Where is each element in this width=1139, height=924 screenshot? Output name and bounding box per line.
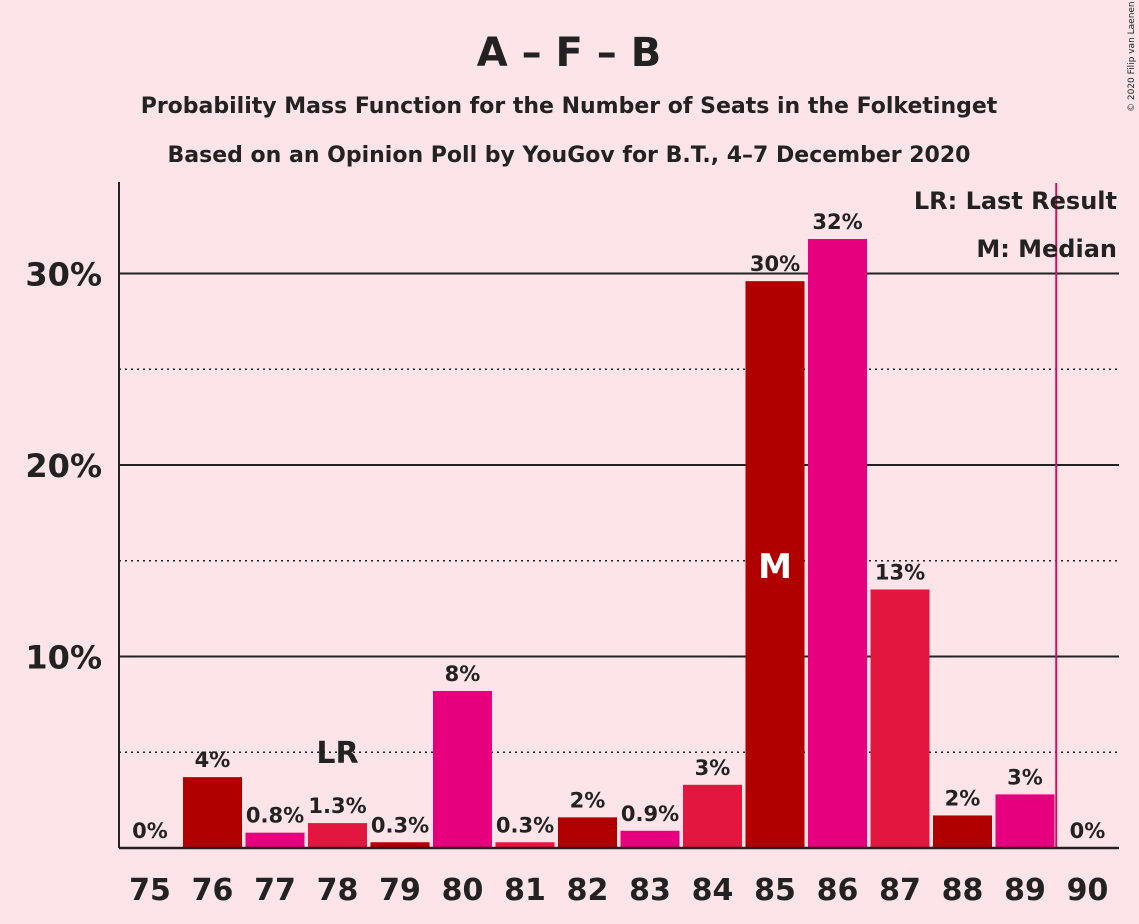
last-result-marker: LR [316, 736, 358, 771]
bar-88 [933, 815, 992, 848]
bars [183, 239, 1055, 848]
bar-76 [183, 777, 242, 848]
x-tick-label-85: 85 [754, 873, 796, 908]
bar-84 [683, 784, 742, 848]
x-tick-label-90: 90 [1067, 873, 1109, 908]
x-tick-label-80: 80 [442, 873, 484, 908]
bar-value-label-77: 0.8% [246, 804, 304, 828]
x-tick-label-82: 82 [567, 873, 609, 908]
y-tick-label-20: 20% [25, 447, 102, 485]
x-tick-label-79: 79 [379, 873, 421, 908]
x-tick-label-87: 87 [879, 873, 921, 908]
legend-median: M: Median [976, 235, 1117, 263]
bar-83 [620, 830, 680, 848]
bar-78 [308, 823, 367, 848]
bar-value-label-78: 1.3% [308, 794, 366, 818]
chart-subtitle-1: Probability Mass Function for the Number… [141, 94, 998, 119]
chart-title: A – F – B [477, 30, 661, 76]
legend-last-result: LR: Last Result [914, 187, 1117, 215]
x-tick-label-81: 81 [504, 873, 546, 908]
x-tick-label-83: 83 [629, 873, 671, 908]
bar-value-label-75: 0% [132, 819, 168, 843]
bar-value-label-88: 2% [945, 786, 981, 810]
x-tick-label-77: 77 [254, 873, 296, 908]
bar-87 [870, 589, 930, 848]
x-tick-label-86: 86 [817, 873, 859, 908]
chart-subtitle-2: Based on an Opinion Poll by YouGov for B… [168, 143, 971, 168]
bar-81 [495, 842, 555, 848]
bar-79 [370, 842, 430, 848]
y-tick-label-30: 30% [25, 256, 102, 294]
bar-value-label-79: 0.3% [371, 813, 429, 837]
x-tick-label-78: 78 [317, 873, 359, 908]
bar-89 [995, 794, 1055, 848]
x-tick-label-88: 88 [942, 873, 984, 908]
bar-value-labels: 0%4%0.8% 1.3%0.3%8%0.3%2%0.9%3%30%32%13%2… [132, 210, 1105, 843]
copyright-note: © 2020 Filip van Laenen [1127, 1, 1137, 112]
bar-value-label-87: 13% [875, 560, 925, 584]
bar-value-label-83: 0.9% [621, 802, 679, 826]
x-tick-label-75: 75 [129, 873, 171, 908]
bar-value-label-86: 32% [812, 210, 862, 234]
bar-value-label-90: 0% [1070, 819, 1106, 843]
bar-value-label-81: 0.3% [496, 813, 554, 837]
bar-value-label-82: 2% [570, 788, 606, 812]
bar-82 [558, 817, 617, 848]
bar-value-label-80: 8% [445, 662, 481, 686]
axes: 10% 20% 30% 75 76 77 78 79 80 81 82 83 84 85 86 87 88 89 9… [25, 182, 1119, 908]
median-marker: M [758, 547, 792, 587]
bar-value-label-76: 4% [195, 748, 231, 772]
bar-86 [808, 239, 867, 848]
x-tick-label-84: 84 [692, 873, 734, 908]
bar-value-label-85: 30% [750, 252, 800, 276]
bar-77 [245, 832, 305, 848]
x-tick-label-76: 76 [192, 873, 234, 908]
gridlines [119, 272, 1119, 753]
y-tick-label-10: 10% [25, 639, 102, 677]
bar-value-label-84: 3% [695, 756, 731, 780]
bar-value-label-89: 3% [1007, 765, 1043, 789]
bar-80 [433, 690, 492, 848]
x-tick-label-89: 89 [1004, 873, 1046, 908]
bar-85 [745, 281, 805, 848]
